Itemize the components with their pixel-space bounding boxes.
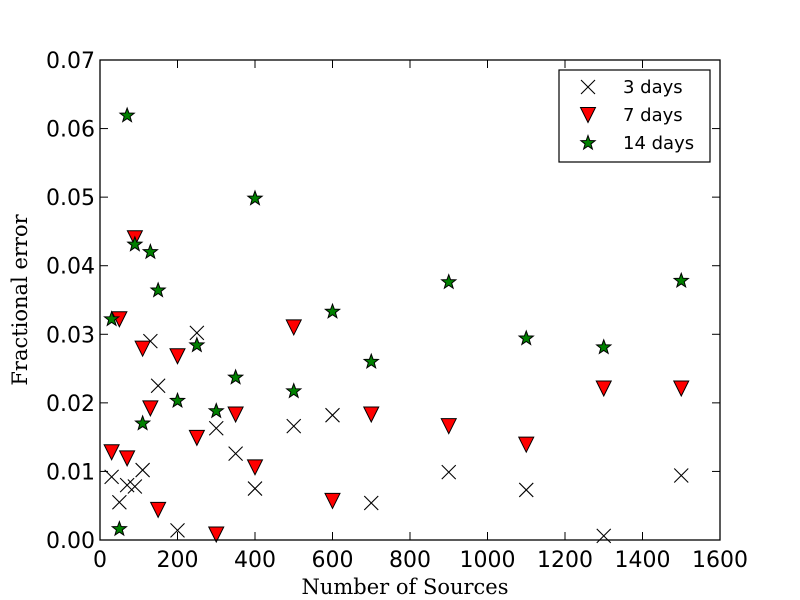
legend-marker-7-days <box>579 107 597 124</box>
y-tick-label: 0.03 <box>46 323 95 348</box>
x-tick-label: 0 <box>93 548 107 573</box>
y-tick-label: 0.05 <box>46 186 95 211</box>
point-7-days <box>246 459 264 476</box>
legend-label-3-days: 3 days <box>623 77 683 98</box>
point-3-days <box>286 418 302 434</box>
x-tick-label: 1000 <box>460 548 516 573</box>
data-points <box>103 106 690 544</box>
point-3-days <box>189 325 205 341</box>
legend-marker-14-days <box>579 134 597 151</box>
point-7-days <box>672 380 690 398</box>
point-3-days <box>208 420 224 436</box>
point-3-days <box>104 469 120 485</box>
point-7-days <box>169 348 186 365</box>
y-tick-label: 0.07 <box>46 49 95 74</box>
legend: 3 days 7 days 14 days <box>558 69 711 163</box>
point-3-days <box>170 523 185 538</box>
point-7-days <box>207 526 225 544</box>
x-tick-label: 1400 <box>615 548 671 573</box>
point-14-days <box>118 106 136 123</box>
point-14-days <box>246 189 264 206</box>
y-tick-label: 0.01 <box>46 460 95 485</box>
point-3-days <box>441 464 457 480</box>
x-axis-title: Number of Sources <box>301 575 508 599</box>
x-tick-label: 200 <box>157 548 199 573</box>
x-tick-label: 1200 <box>537 548 593 573</box>
point-7-days <box>227 406 244 424</box>
point-3-days <box>673 468 689 483</box>
x-tick-label: 1600 <box>692 548 748 573</box>
x-tick-label: 600 <box>312 548 354 573</box>
point-7-days <box>134 340 151 358</box>
axis-tick-labels: 0 200 400 600 800 1000 1200 1400 1600 0.00 0.01 0.0… <box>46 49 748 573</box>
point-14-days <box>440 273 458 290</box>
point-7-days <box>118 450 136 468</box>
legend-marker-3-days <box>580 79 596 95</box>
point-3-days <box>135 462 151 478</box>
point-7-days <box>324 492 341 510</box>
plot-frame <box>99 59 721 541</box>
y-tick-label: 0.06 <box>46 118 95 143</box>
point-3-days <box>150 378 166 394</box>
point-14-days <box>672 271 690 289</box>
point-14-days <box>285 382 303 399</box>
point-7-days <box>595 380 613 398</box>
point-7-days <box>362 406 380 424</box>
point-14-days <box>188 336 206 353</box>
point-7-days <box>103 444 120 461</box>
y-tick-label: 0.00 <box>46 529 95 554</box>
point-14-days <box>168 391 187 409</box>
point-14-days <box>141 243 159 260</box>
legend-label-14-days: 14 days <box>623 133 694 154</box>
point-14-days <box>323 302 342 319</box>
legend-markers <box>579 79 597 151</box>
legend-label-7-days: 7 days <box>623 105 683 126</box>
point-14-days <box>149 281 167 298</box>
point-3-days <box>111 494 127 510</box>
point-3-days <box>127 479 143 494</box>
series-3-days <box>104 325 689 544</box>
point-7-days <box>440 418 458 435</box>
point-3-days <box>363 495 379 511</box>
point-14-days <box>134 414 152 431</box>
x-tick-label: 800 <box>389 548 431 573</box>
point-7-days <box>142 400 159 417</box>
series-7-days <box>103 230 690 544</box>
point-14-days <box>362 352 380 369</box>
point-3-days <box>228 446 244 461</box>
point-3-days <box>247 481 263 496</box>
point-3-days <box>518 482 534 498</box>
point-14-days <box>103 310 121 327</box>
point-7-days <box>149 501 167 519</box>
x-tick-label: 400 <box>234 548 276 573</box>
point-14-days <box>227 368 245 385</box>
point-3-days <box>325 407 340 423</box>
point-14-days <box>126 235 144 252</box>
point-7-days <box>517 436 535 454</box>
point-14-days <box>517 329 535 346</box>
series-14-days <box>103 106 690 537</box>
point-7-days <box>188 429 206 447</box>
y-tick-label: 0.04 <box>46 255 95 280</box>
point-14-days <box>207 402 225 419</box>
point-7-days <box>285 319 303 337</box>
point-14-days <box>595 338 613 355</box>
y-axis-title: Fractional error <box>8 213 32 385</box>
point-14-days <box>110 520 128 537</box>
y-tick-label: 0.02 <box>46 392 95 417</box>
